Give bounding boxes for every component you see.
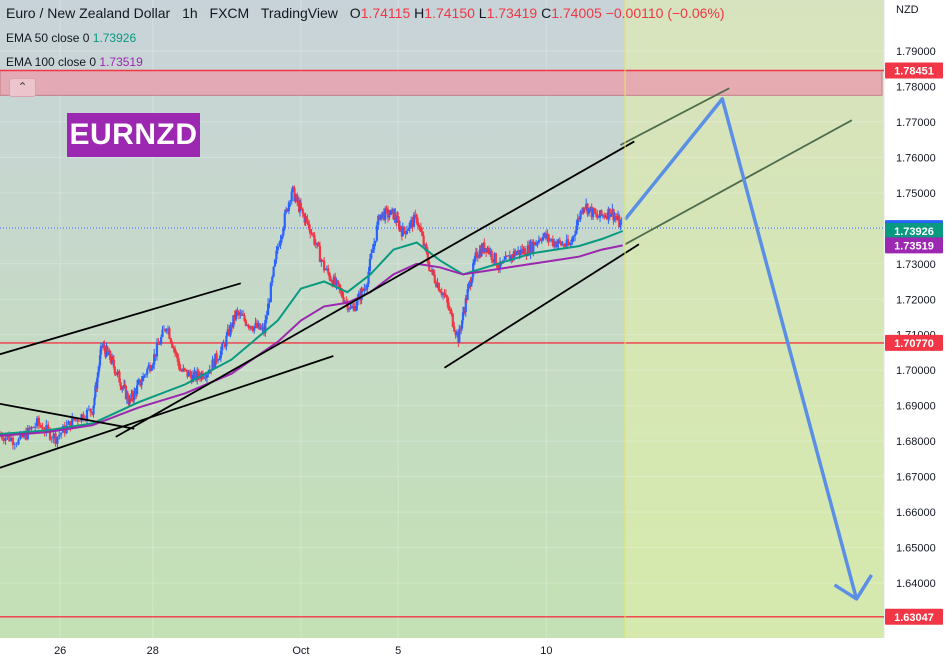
price-label-text: 1.73519: [894, 240, 934, 252]
price-label-support[interactable]: [885, 334, 943, 351]
price-label-text: 1.78451: [894, 65, 934, 77]
upper-channel-left[interactable]: [0, 282, 242, 356]
price-label-resistance[interactable]: [885, 62, 943, 79]
price-label-text: 1.63047: [894, 612, 934, 624]
price-tick-label: 1.75000: [896, 188, 936, 200]
price-tick-label: 1.69000: [896, 401, 936, 413]
ohlc-close: C1.74005: [541, 5, 602, 21]
change-value: −0.00110 (−0.06%): [605, 5, 725, 21]
time-tick-label: 28: [147, 645, 159, 657]
ohlc-open: O1.74115: [349, 5, 411, 21]
price-tick-label: 1.72000: [896, 294, 936, 306]
resistance-zone-box: [0, 70, 883, 96]
time-tick-label: 5: [395, 645, 401, 657]
ema50-label: EMA 50 close 0: [6, 31, 90, 45]
projected-lower[interactable]: [624, 119, 853, 246]
price-tick-label: 1.68000: [896, 436, 936, 448]
price-label-text: 1.70770: [894, 338, 934, 350]
trendlines: [0, 87, 853, 469]
rising-trend-main[interactable]: [115, 140, 635, 438]
ohlc-low: L1.73419: [478, 5, 538, 21]
rising-trend-lower[interactable]: [443, 243, 640, 369]
pair-name[interactable]: Euro / New Zealand Dollar: [6, 5, 171, 21]
chevron-up-icon: ⌃: [17, 80, 28, 94]
ema100-legend[interactable]: EMA 100 close 0 1.73519: [6, 55, 143, 69]
forecast-projection: [623, 97, 874, 601]
price-labels: 1.784511.740051.739261.735191.707701.630…: [885, 62, 943, 625]
price-tick-label: 1.73000: [896, 259, 936, 271]
price-tick-label: 1.65000: [896, 543, 936, 555]
price-tick-label: 1.77000: [896, 117, 936, 129]
ema100-label: EMA 100 close 0: [6, 55, 97, 69]
interval-label[interactable]: 1h: [182, 5, 198, 21]
platform-label: TradingView: [260, 5, 338, 21]
price-label-target[interactable]: [885, 608, 943, 625]
wedge-top[interactable]: [0, 403, 135, 430]
price-axis: 1.790001.780001.770001.760001.750001.740…: [896, 46, 936, 590]
price-candles: [0, 185, 623, 450]
time-axis-panel[interactable]: [0, 638, 884, 660]
horizontal-levels: [0, 227, 884, 618]
price-tick-label: 1.64000: [896, 578, 936, 590]
ema50-legend[interactable]: EMA 50 close 0 1.73926: [6, 31, 136, 45]
ema50-line: [0, 230, 624, 435]
price-label-ema100[interactable]: [885, 237, 943, 254]
price-tick-label: 1.70000: [896, 365, 936, 377]
collapse-legend-button[interactable]: ⌃: [9, 78, 36, 97]
price-label-text: 1.73926: [894, 226, 934, 238]
price-axis-panel[interactable]: [884, 0, 945, 638]
symbol-badge: EURNZD: [67, 113, 200, 157]
price-label-ema50[interactable]: [885, 222, 943, 239]
ema50-value: 1.73926: [92, 31, 137, 45]
price-tick-label: 1.78000: [896, 81, 936, 93]
broker-label: FXCM: [209, 5, 250, 21]
price-tick-label: 1.76000: [896, 152, 936, 164]
ohlc-high: H1.74150: [414, 5, 475, 21]
price-tick-label: 1.67000: [896, 472, 936, 484]
time-tick-label: 10: [540, 645, 552, 657]
time-tick-label: Oct: [292, 645, 309, 657]
price-tick-label: 1.66000: [896, 507, 936, 519]
forecast-arrowhead: [833, 574, 874, 601]
currency-label[interactable]: NZD: [896, 4, 919, 16]
ema100-line: [0, 244, 623, 437]
chart-legend-title: Euro / New Zealand Dollar 1h FXCM Tradin…: [6, 5, 725, 21]
projected-upper[interactable]: [620, 87, 730, 146]
resistance-zone: [0, 69, 884, 96]
time-axis: 26 28 Oct 5 10: [54, 645, 552, 657]
ema100-value: 1.73519: [99, 55, 143, 69]
price-tick-label: 1.79000: [896, 46, 936, 58]
time-tick-label: 26: [54, 645, 66, 657]
future-area: [625, 0, 884, 638]
ema-lines: [0, 230, 624, 437]
lower-channel-left[interactable]: [0, 355, 334, 469]
forecast-path[interactable]: [623, 97, 859, 600]
